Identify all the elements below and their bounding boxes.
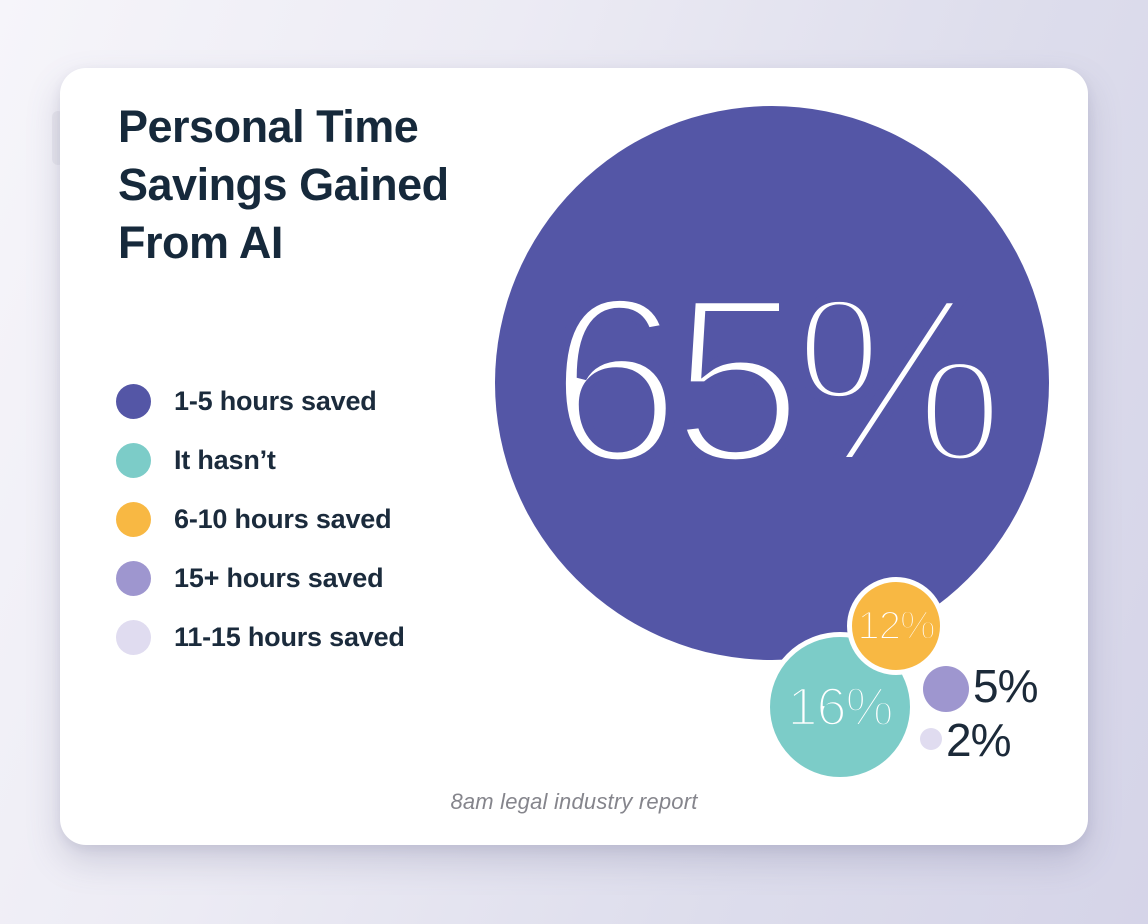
legend-label: 6-10 hours saved: [174, 504, 392, 534]
legend: 1-5 hours saved It hasn’t 6-10 hours sav…: [116, 372, 405, 667]
legend-swatch-icon: [116, 502, 151, 537]
bubble-11-15-hours-2pct: [920, 728, 942, 750]
title-line-3: From AI: [118, 217, 283, 268]
legend-label: It hasn’t: [174, 445, 276, 475]
legend-item-it-hasnt: It hasn’t: [116, 431, 405, 490]
legend-item-1-5-hours: 1-5 hours saved: [116, 372, 405, 431]
title-line-1: Personal Time: [118, 101, 419, 152]
title-line-2: Savings Gained: [118, 159, 449, 210]
bubble-value-label: 12%: [856, 603, 936, 649]
bubble-value-label: 65%: [544, 243, 1010, 518]
legend-swatch-icon: [116, 561, 151, 596]
infographic-card: Personal Time Savings Gained From AI 1-5…: [60, 68, 1088, 845]
bubble-6-10-hours-12pct: 12%: [847, 577, 945, 675]
bubble-outside-value-label: 5%: [973, 660, 1038, 712]
bubble-1-5-hours-65pct: 65%: [495, 106, 1049, 660]
page-title: Personal Time Savings Gained From AI: [118, 98, 449, 272]
legend-item-11-15-hours: 11-15 hours saved: [116, 608, 405, 667]
bubble-outside-value-label: 2%: [946, 714, 1011, 766]
bubble-15-plus-hours-5pct: [923, 666, 969, 712]
legend-label: 11-15 hours saved: [174, 622, 405, 652]
legend-swatch-icon: [116, 384, 151, 419]
legend-item-6-10-hours: 6-10 hours saved: [116, 490, 405, 549]
legend-label: 1-5 hours saved: [174, 386, 377, 416]
legend-label: 15+ hours saved: [174, 563, 384, 593]
bubble-value-label: 16%: [786, 676, 895, 739]
legend-swatch-icon: [116, 443, 151, 478]
legend-item-15-plus-hours: 15+ hours saved: [116, 549, 405, 608]
source-caption: 8am legal industry report: [450, 789, 698, 814]
legend-swatch-icon: [116, 620, 151, 655]
